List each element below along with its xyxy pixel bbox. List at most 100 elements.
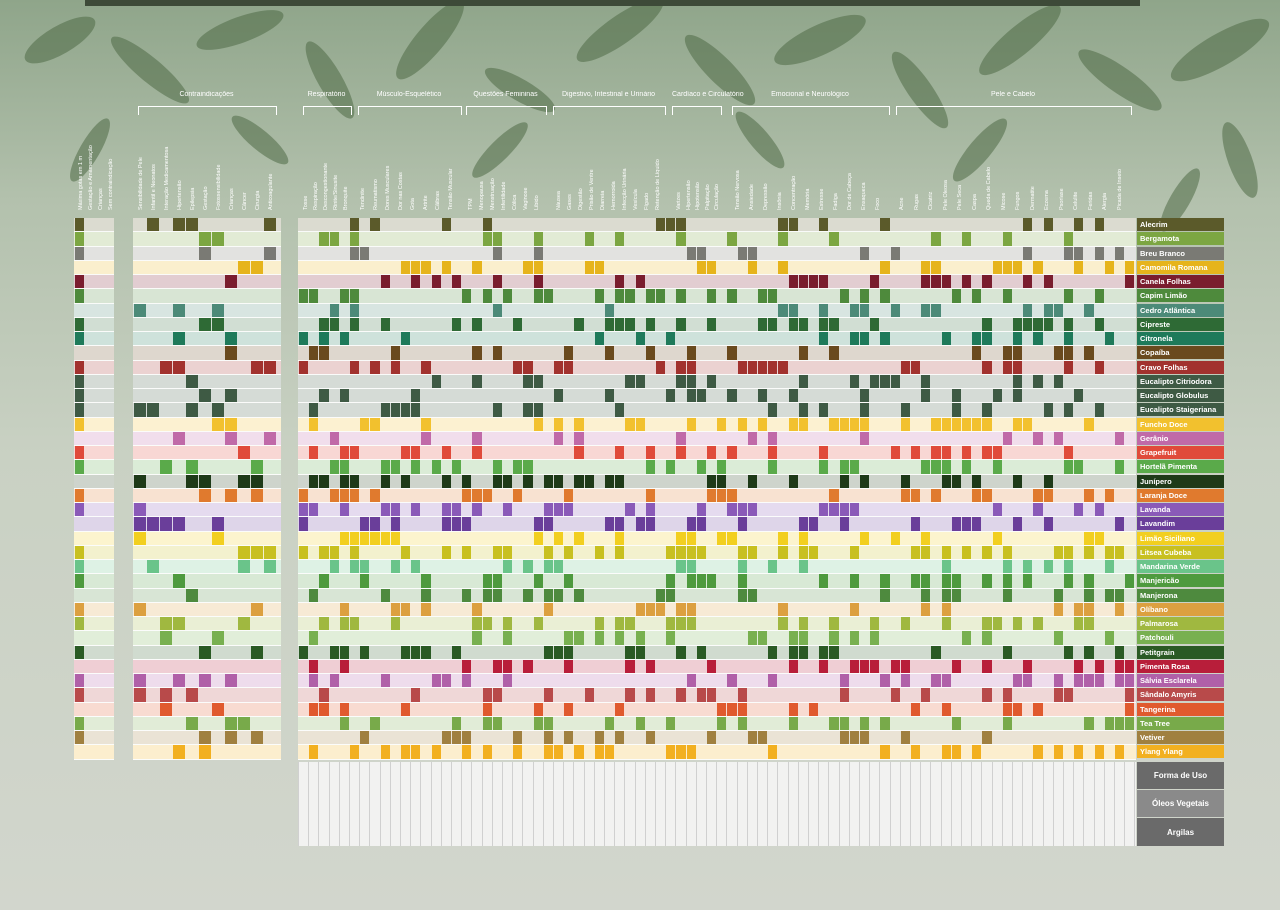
group-title: Respiratório — [307, 91, 346, 98]
contra-cell — [212, 531, 224, 545]
footer-gridline — [359, 762, 361, 846]
benefit-cell — [1013, 517, 1023, 531]
benefit-cell — [523, 360, 533, 374]
oil-name-16: Grapefruit — [1137, 446, 1224, 459]
benefit-cell — [696, 574, 706, 588]
benefit-cell — [390, 403, 400, 417]
benefit-cell — [880, 745, 890, 759]
benefit-cell — [890, 446, 900, 460]
contra-cell — [251, 731, 263, 745]
benefit-cell — [421, 645, 431, 659]
benefit-cell — [676, 688, 686, 702]
benefit-cell — [350, 317, 360, 331]
benefit-cell — [890, 303, 900, 317]
rating-marker — [75, 403, 84, 417]
benefit-cell — [768, 460, 778, 474]
benefit-cell — [380, 403, 390, 417]
footer-gridline — [389, 762, 391, 846]
benefit-cell — [941, 602, 951, 616]
footer-gridline — [675, 762, 677, 846]
benefit-cell — [941, 574, 951, 588]
benefit-cell — [880, 674, 890, 688]
column-header: Dor nas Costas — [397, 172, 404, 210]
benefit-cell — [798, 403, 808, 417]
oil-name-7: Cipreste — [1137, 317, 1224, 331]
benefit-cell — [309, 674, 319, 688]
benefit-cell — [972, 417, 982, 431]
contra-cell — [134, 403, 146, 417]
benefit-cell — [992, 617, 1002, 631]
benefit-cell — [431, 745, 441, 759]
contra-cell — [225, 332, 237, 346]
benefit-cell — [462, 731, 472, 745]
benefit-cell — [860, 303, 870, 317]
benefit-cell — [962, 275, 972, 289]
column-header: Crianças — [229, 188, 235, 210]
benefit-cell — [564, 702, 574, 716]
footer-gridline — [869, 762, 871, 846]
contra-cell — [225, 716, 237, 730]
benefit-cell — [605, 389, 615, 403]
benefit-cell — [737, 574, 747, 588]
benefit-cell — [992, 260, 1002, 274]
benefit-cell — [472, 631, 482, 645]
row-band — [298, 674, 1136, 688]
benefit-cell — [829, 488, 839, 502]
column-header: Cirurgia — [255, 190, 261, 210]
benefit-cell — [931, 674, 941, 688]
row-band — [298, 246, 1136, 260]
benefit-cell — [676, 317, 686, 331]
footer-gridline — [471, 762, 473, 846]
contra-cell — [160, 517, 172, 531]
row-band — [298, 617, 1136, 631]
contra-cell — [251, 460, 263, 474]
benefit-cell — [360, 731, 370, 745]
benefit-cell — [421, 417, 431, 431]
benefit-cell — [503, 674, 513, 688]
benefit-cell — [982, 332, 992, 346]
benefit-cell — [441, 474, 451, 488]
row-band — [74, 574, 114, 588]
benefit-cell — [972, 289, 982, 303]
benefit-cell — [370, 531, 380, 545]
benefit-cell — [615, 317, 625, 331]
oil-name-14: Funcho Doce — [1137, 417, 1224, 431]
rating-marker — [75, 289, 84, 303]
footer-gridline — [573, 762, 575, 846]
benefit-cell — [1115, 602, 1125, 616]
row-band — [298, 745, 1136, 759]
benefit-cell — [707, 731, 717, 745]
benefit-cell — [319, 389, 329, 403]
benefit-cell — [962, 631, 972, 645]
column-header: Rugas — [913, 194, 920, 210]
group-title: Pele e Cabelo — [991, 91, 1035, 98]
column-header: Sensibilidade de Pele — [138, 157, 144, 210]
column-header: TPM — [468, 198, 474, 210]
benefit-cell — [401, 602, 411, 616]
benefit-cell — [350, 218, 360, 232]
benefit-cell — [962, 417, 972, 431]
benefit-cell — [360, 517, 370, 531]
column-header: Micose — [1000, 192, 1007, 210]
footer-gridline — [1114, 762, 1115, 846]
benefit-cell — [921, 303, 931, 317]
benefit-cell — [798, 417, 808, 431]
contra-cell — [212, 417, 224, 431]
contra-cell — [264, 431, 276, 445]
benefit-cell — [564, 645, 574, 659]
benefit-cell — [299, 488, 309, 502]
rating-marker — [75, 446, 84, 460]
benefit-cell — [401, 260, 411, 274]
benefit-cell — [360, 645, 370, 659]
benefit-cell — [554, 417, 564, 431]
row-band — [74, 659, 114, 673]
benefit-cell — [686, 389, 696, 403]
contra-cell — [225, 417, 237, 431]
benefit-cell — [339, 289, 349, 303]
benefit-cell — [931, 645, 941, 659]
argilas-label: Argilas — [1137, 818, 1224, 846]
contra-cell — [212, 232, 224, 246]
benefit-cell — [737, 702, 747, 716]
oil-name-11: Eucalipto Citriodora — [1137, 374, 1224, 388]
benefit-cell — [554, 588, 564, 602]
